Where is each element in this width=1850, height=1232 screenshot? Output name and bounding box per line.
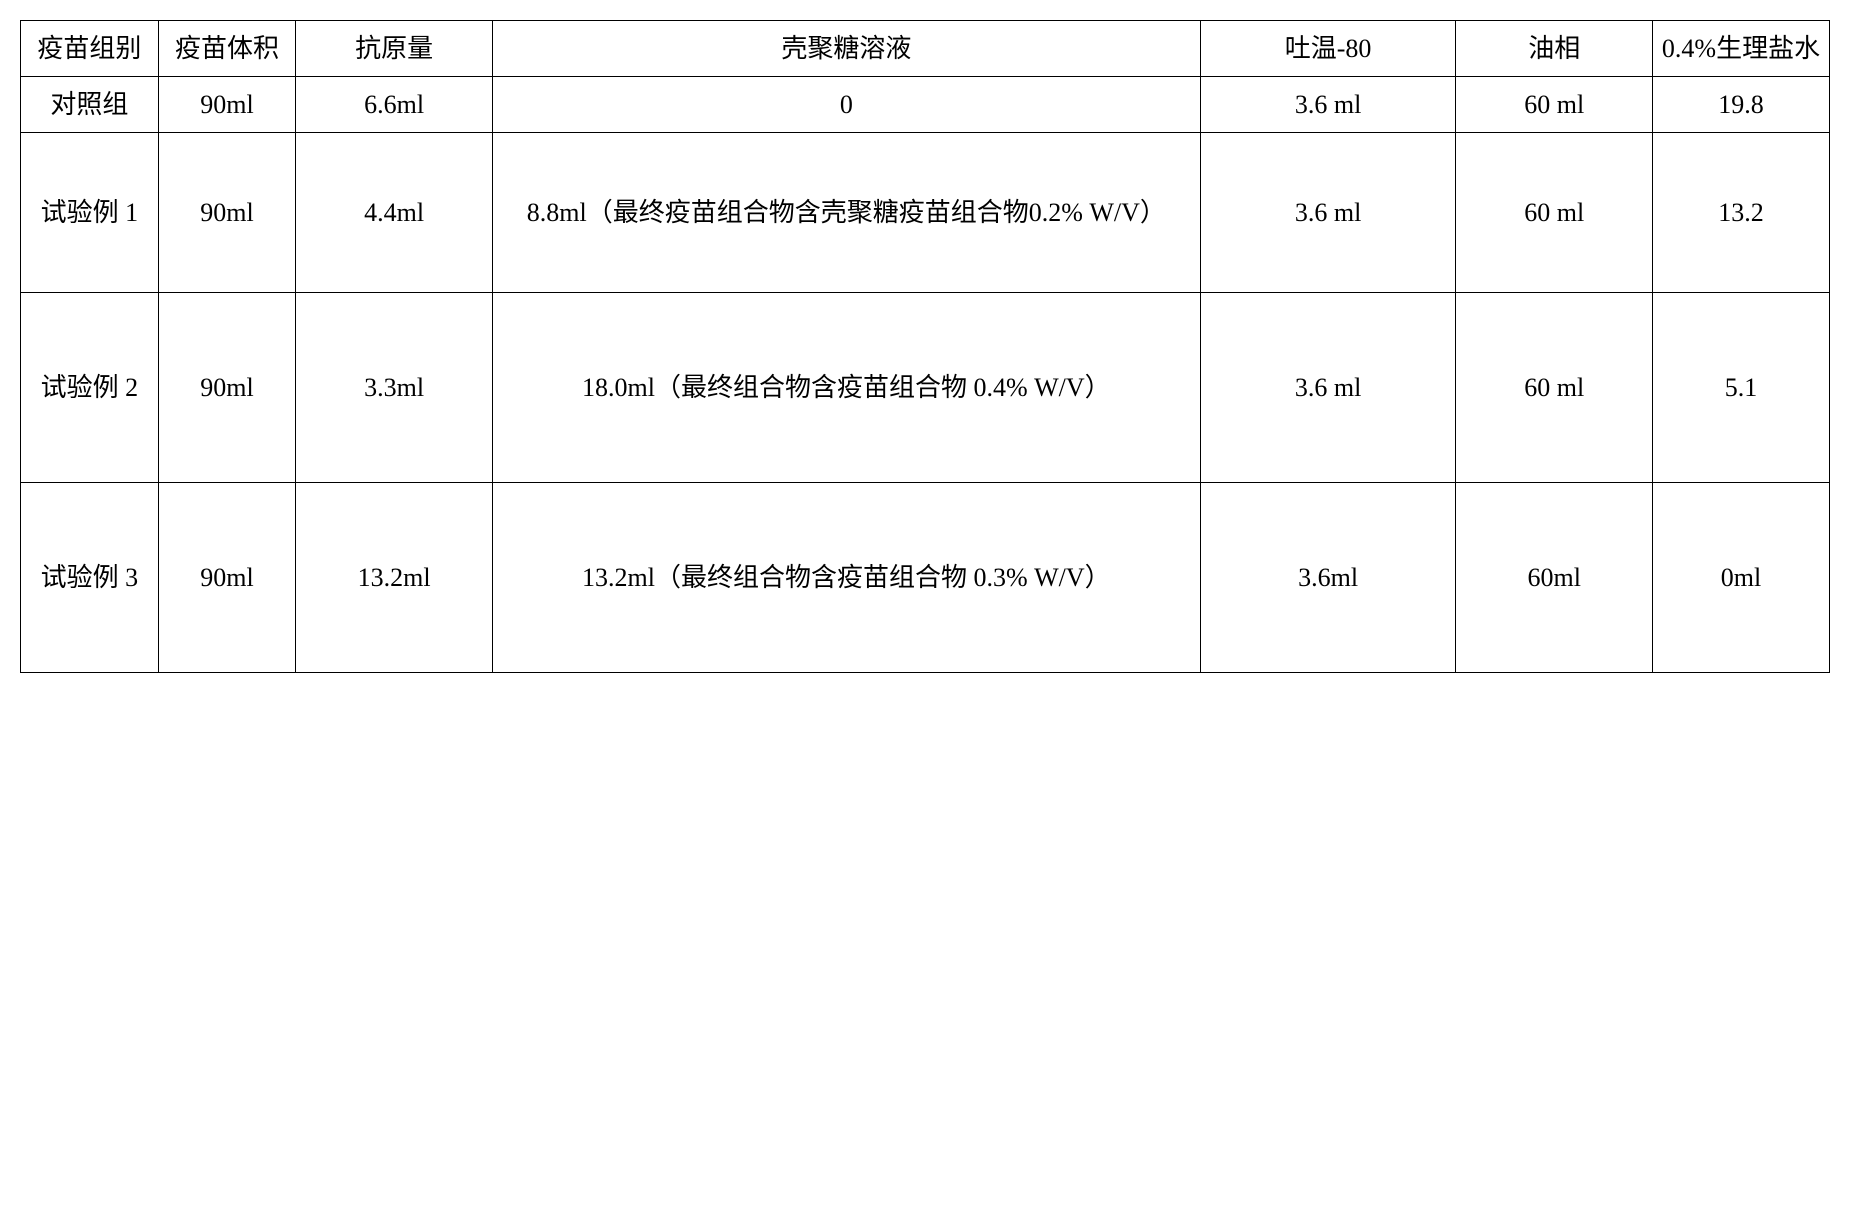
cell-oil: 60ml	[1456, 483, 1653, 673]
cell-saline: 13.2	[1653, 133, 1830, 293]
header-chitosan: 壳聚糖溶液	[492, 21, 1200, 77]
cell-antigen: 3.3ml	[296, 293, 493, 483]
cell-volume: 90ml	[158, 483, 296, 673]
cell-tween: 3.6 ml	[1200, 133, 1456, 293]
cell-group: 试验例 3	[21, 483, 159, 673]
cell-antigen: 4.4ml	[296, 133, 493, 293]
header-antigen: 抗原量	[296, 21, 493, 77]
cell-antigen: 6.6ml	[296, 77, 493, 133]
table-row: 对照组 90ml 6.6ml 0 3.6 ml 60 ml 19.8	[21, 77, 1830, 133]
cell-oil: 60 ml	[1456, 77, 1653, 133]
header-tween: 吐温-80	[1200, 21, 1456, 77]
header-saline: 0.4%生理盐水	[1653, 21, 1830, 77]
cell-volume: 90ml	[158, 133, 296, 293]
cell-group: 试验例 1	[21, 133, 159, 293]
cell-chitosan: 0	[492, 77, 1200, 133]
cell-tween: 3.6 ml	[1200, 77, 1456, 133]
cell-saline: 19.8	[1653, 77, 1830, 133]
table-header-row: 疫苗组别 疫苗体积 抗原量 壳聚糖溶液 吐温-80 油相 0.4%生理盐水	[21, 21, 1830, 77]
cell-tween: 3.6ml	[1200, 483, 1456, 673]
table-row: 试验例 2 90ml 3.3ml 18.0ml（最终组合物含疫苗组合物 0.4%…	[21, 293, 1830, 483]
cell-tween: 3.6 ml	[1200, 293, 1456, 483]
table-row: 试验例 1 90ml 4.4ml 8.8ml（最终疫苗组合物含壳聚糖疫苗组合物0…	[21, 133, 1830, 293]
header-volume: 疫苗体积	[158, 21, 296, 77]
cell-oil: 60 ml	[1456, 293, 1653, 483]
cell-group: 对照组	[21, 77, 159, 133]
vaccine-composition-table: 疫苗组别 疫苗体积 抗原量 壳聚糖溶液 吐温-80 油相 0.4%生理盐水 对照…	[20, 20, 1830, 673]
cell-chitosan: 13.2ml（最终组合物含疫苗组合物 0.3% W/V）	[492, 483, 1200, 673]
cell-chitosan: 8.8ml（最终疫苗组合物含壳聚糖疫苗组合物0.2% W/V）	[492, 133, 1200, 293]
cell-antigen: 13.2ml	[296, 483, 493, 673]
table-row: 试验例 3 90ml 13.2ml 13.2ml（最终组合物含疫苗组合物 0.3…	[21, 483, 1830, 673]
cell-volume: 90ml	[158, 77, 296, 133]
cell-group: 试验例 2	[21, 293, 159, 483]
cell-saline: 0ml	[1653, 483, 1830, 673]
header-group: 疫苗组别	[21, 21, 159, 77]
cell-saline: 5.1	[1653, 293, 1830, 483]
cell-oil: 60 ml	[1456, 133, 1653, 293]
cell-chitosan: 18.0ml（最终组合物含疫苗组合物 0.4% W/V）	[492, 293, 1200, 483]
cell-volume: 90ml	[158, 293, 296, 483]
header-oil: 油相	[1456, 21, 1653, 77]
